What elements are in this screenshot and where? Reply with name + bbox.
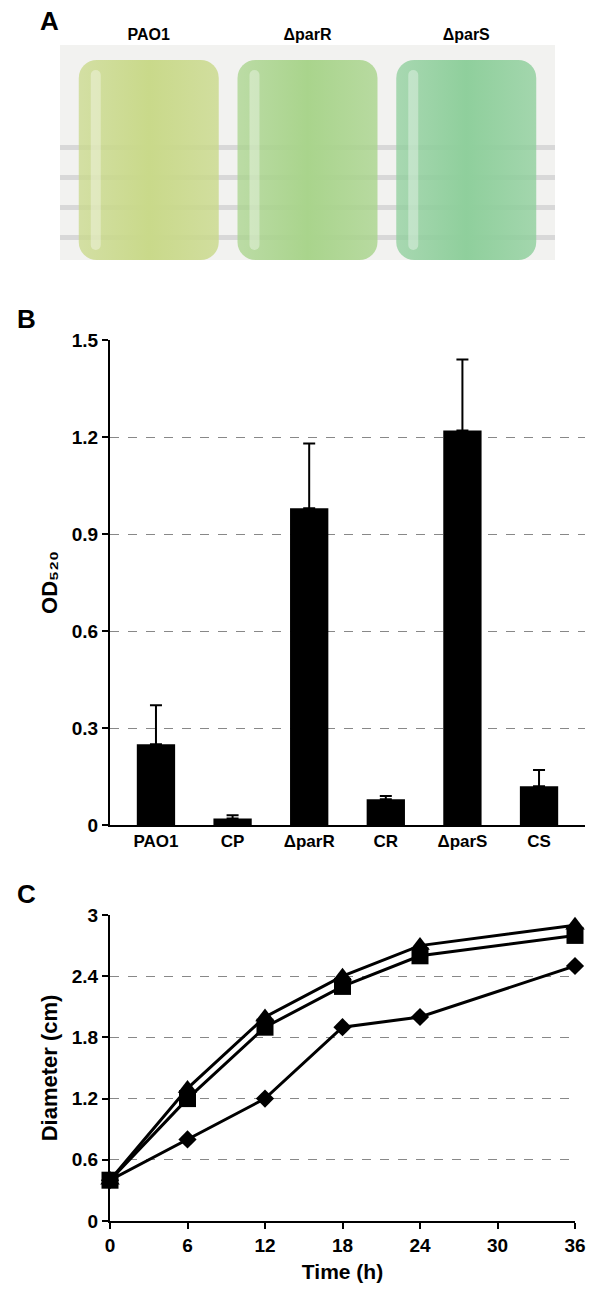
svg-text:ΔparS: ΔparS xyxy=(443,26,490,43)
svg-text:30: 30 xyxy=(487,1235,508,1256)
svg-text:0.9: 0.9 xyxy=(72,524,98,545)
svg-text:CS: CS xyxy=(527,832,551,851)
svg-text:1.2: 1.2 xyxy=(72,1088,98,1109)
svg-text:2.4: 2.4 xyxy=(72,966,99,987)
svg-text:OD₅₂₀: OD₅₂₀ xyxy=(37,551,62,614)
svg-text:ΔparR: ΔparR xyxy=(284,26,332,43)
svg-text:Time (h): Time (h) xyxy=(302,1260,383,1283)
svg-text:18: 18 xyxy=(332,1235,353,1256)
svg-text:1.8: 1.8 xyxy=(72,1027,98,1048)
svg-text:A: A xyxy=(40,6,59,36)
svg-text:B: B xyxy=(17,304,36,334)
svg-text:CR: CR xyxy=(374,832,399,851)
svg-text:6: 6 xyxy=(182,1235,193,1256)
svg-text:C: C xyxy=(17,879,36,909)
svg-text:Diameter (cm): Diameter (cm) xyxy=(37,995,62,1142)
svg-text:ΔparS: ΔparS xyxy=(437,832,487,851)
svg-text:12: 12 xyxy=(254,1235,275,1256)
svg-text:PAO1: PAO1 xyxy=(133,832,178,851)
svg-text:1.2: 1.2 xyxy=(72,427,98,448)
svg-text:36: 36 xyxy=(564,1235,585,1256)
svg-text:3: 3 xyxy=(88,905,99,926)
svg-text:24: 24 xyxy=(409,1235,431,1256)
svg-text:ΔparR: ΔparR xyxy=(284,832,335,851)
svg-text:0.3: 0.3 xyxy=(72,718,98,739)
svg-text:0: 0 xyxy=(88,1211,99,1232)
svg-text:PAO1: PAO1 xyxy=(128,26,170,43)
svg-text:0: 0 xyxy=(88,815,99,836)
svg-text:0.6: 0.6 xyxy=(72,1149,98,1170)
svg-text:1.5: 1.5 xyxy=(72,330,99,351)
svg-text:CP: CP xyxy=(221,832,245,851)
svg-text:0.6: 0.6 xyxy=(72,621,98,642)
svg-text:0: 0 xyxy=(105,1235,116,1256)
